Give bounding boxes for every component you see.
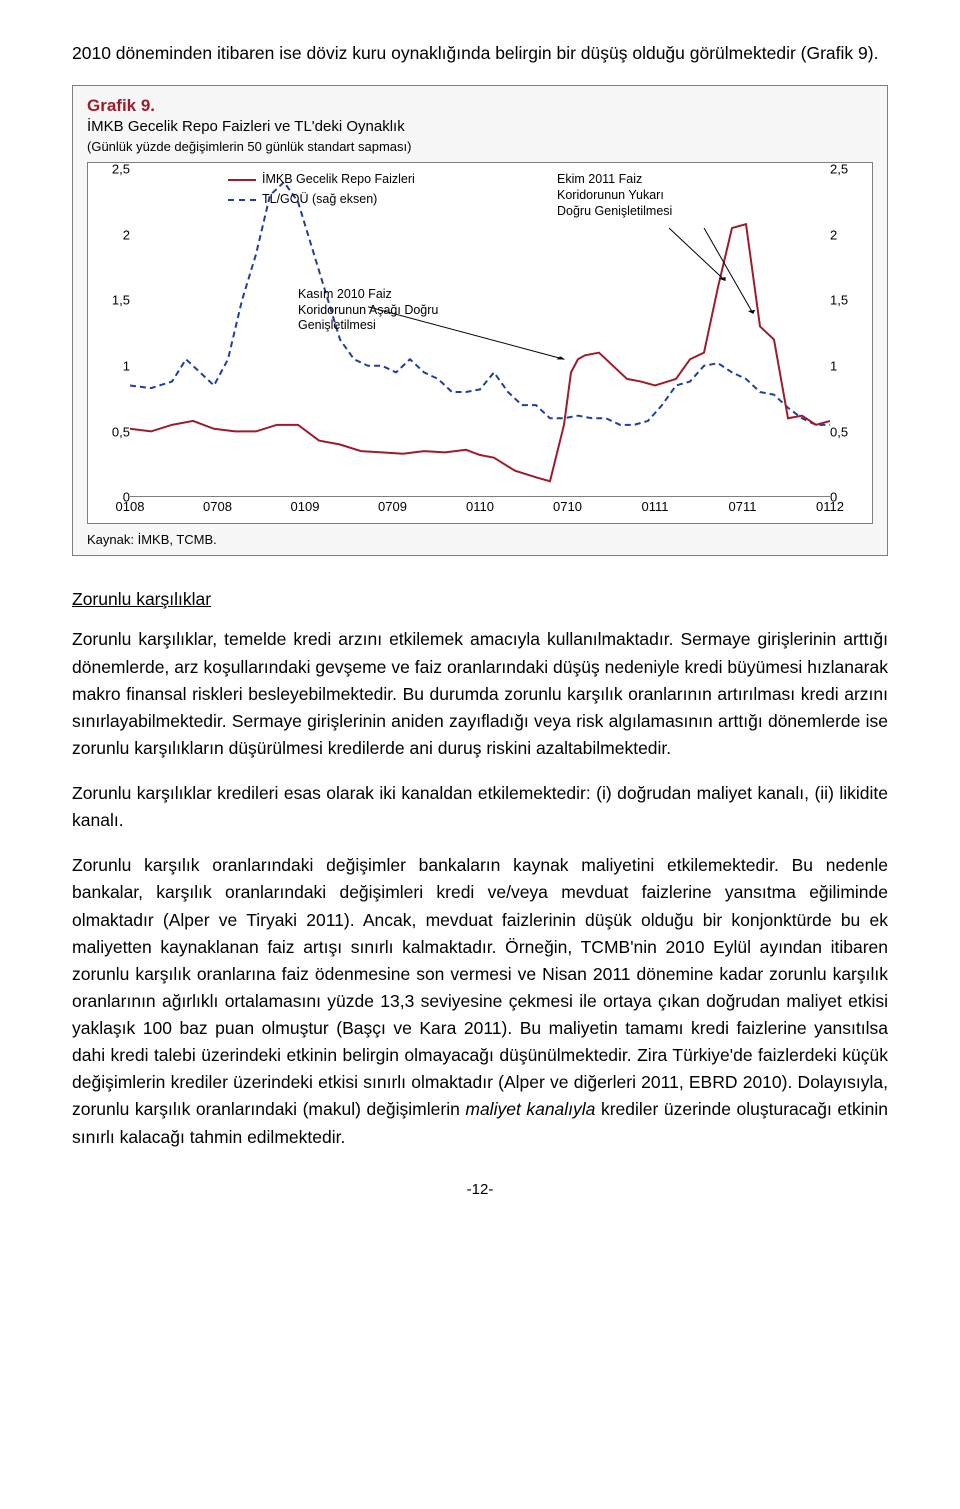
chart-title: Grafik 9.: [87, 96, 873, 116]
x-axis: 010807080109070901100710011107110112: [130, 499, 830, 521]
body-para-3: Zorunlu karşılık oranlarındaki değişimle…: [72, 852, 888, 1150]
body-para-3a: Zorunlu karşılık oranlarındaki değişimle…: [72, 855, 888, 1119]
y-tick-left: 0,5: [90, 424, 130, 439]
y-tick-right: 1: [830, 358, 870, 373]
x-tick: 0709: [378, 499, 407, 514]
x-tick: 0110: [466, 499, 494, 514]
plot-svg: [130, 169, 830, 497]
x-tick: 0710: [553, 499, 582, 514]
body-para-3b-italic: maliyet kanalıyla: [465, 1099, 595, 1119]
y-tick-left: 1,5: [90, 293, 130, 308]
chart-card: Grafik 9. İMKB Gecelik Repo Faizleri ve …: [72, 85, 888, 556]
x-tick: 0108: [116, 499, 145, 514]
subheading-zorunlu: Zorunlu karşılıklar: [72, 586, 888, 612]
chart-source: Kaynak: İMKB, TCMB.: [87, 532, 873, 547]
x-tick: 0708: [203, 499, 232, 514]
x-tick: 0112: [816, 499, 844, 514]
y-tick-right: 2: [830, 227, 870, 242]
x-tick: 0111: [642, 499, 669, 514]
chart-subtitle: İMKB Gecelik Repo Faizleri ve TL'deki Oy…: [87, 118, 873, 135]
y-tick-right: 2,5: [830, 162, 870, 177]
plot-area: İMKB Gecelik Repo Faizleri TL/GOÜ (sağ e…: [130, 169, 830, 497]
page-number: -12-: [72, 1181, 888, 1198]
chart-subsubtitle: (Günlük yüzde değişimlerin 50 günlük sta…: [87, 139, 873, 154]
y-axis-left: 00,511,522,5: [90, 169, 130, 497]
y-tick-left: 2,5: [90, 162, 130, 177]
body-para-1: Zorunlu karşılıklar, temelde kredi arzın…: [72, 626, 888, 762]
y-tick-right: 0,5: [830, 424, 870, 439]
x-tick: 0109: [291, 499, 320, 514]
x-tick: 0711: [729, 499, 757, 514]
y-axis-right: 00,511,522,5: [830, 169, 870, 497]
y-tick-left: 1: [90, 358, 130, 373]
y-tick-left: 2: [90, 227, 130, 242]
y-tick-right: 1,5: [830, 293, 870, 308]
intro-paragraph: 2010 döneminden itibaren ise döviz kuru …: [72, 40, 888, 67]
body-para-2: Zorunlu karşılıklar kredileri esas olara…: [72, 780, 888, 834]
chart-plot: 00,511,522,5 00,511,522,5 İMKB Gecelik R…: [87, 162, 873, 524]
